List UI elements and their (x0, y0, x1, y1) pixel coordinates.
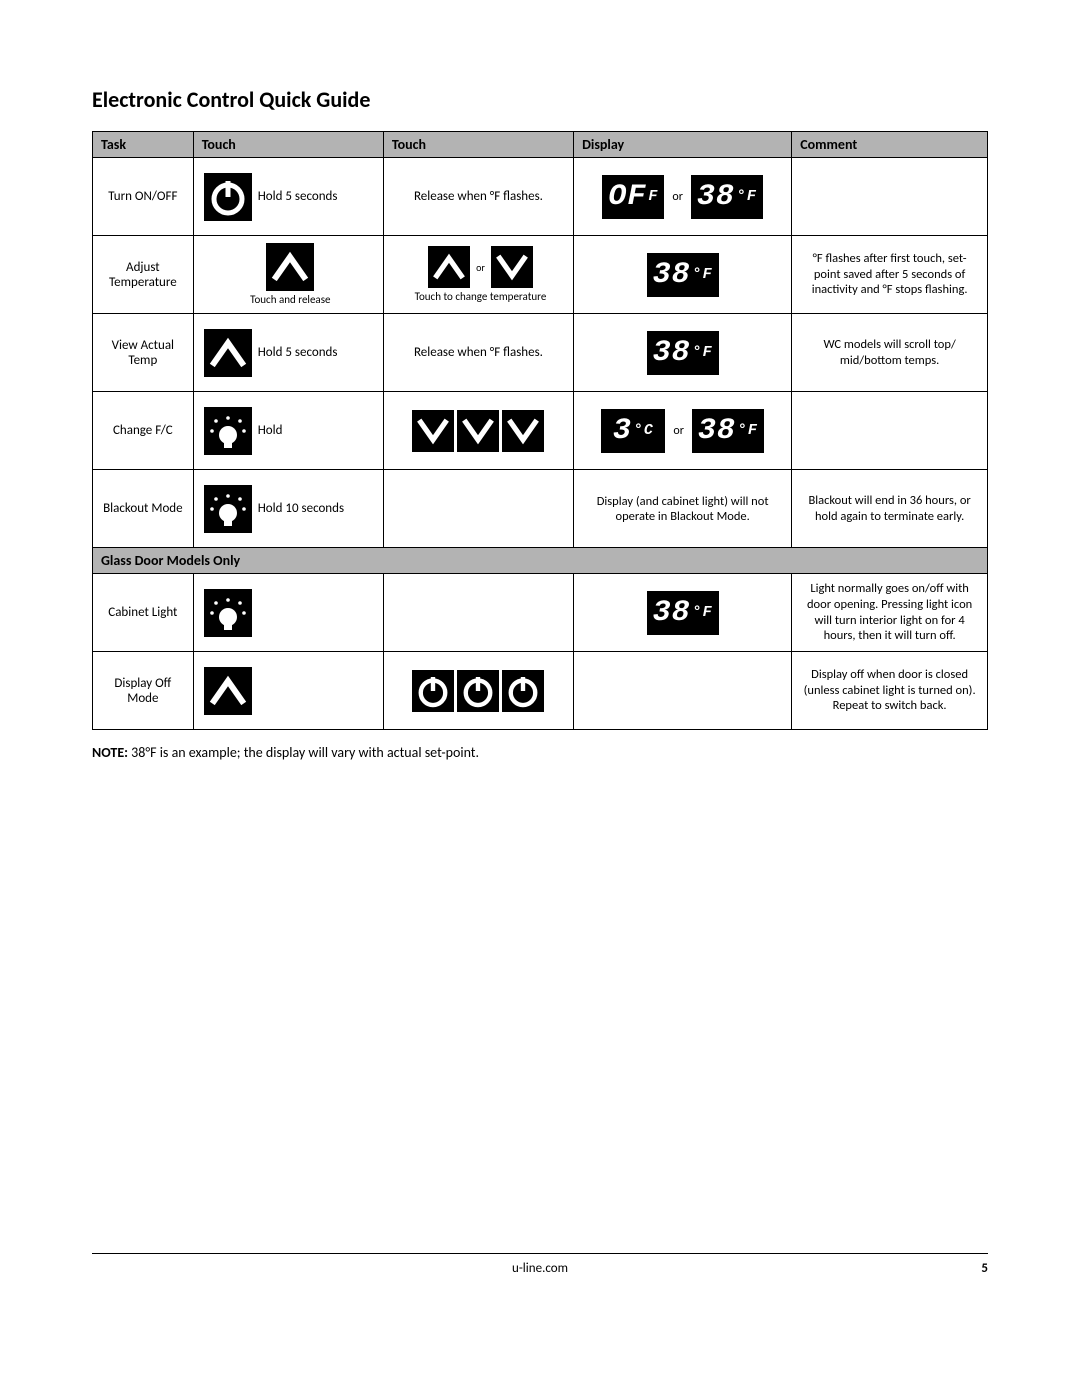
up-arrow-icon (204, 667, 252, 715)
touch2-cell (383, 652, 573, 730)
display-temp: 38°F (647, 591, 719, 635)
note-label: NOTE: (92, 744, 128, 761)
note-text: 38°F is an example; the display will var… (128, 744, 479, 761)
col-task: Task (93, 132, 194, 158)
task-cell: Adjust Temperature (93, 236, 194, 314)
touch1-cell: Hold (193, 392, 383, 470)
table-row: Adjust Temperature Touch and release or (93, 236, 988, 314)
task-cell: Change F/C (93, 392, 194, 470)
display-c: 3°C (601, 409, 665, 453)
down-arrow-icon (457, 410, 499, 452)
quick-guide-table: Task Touch Touch Display Comment Turn ON… (92, 131, 988, 730)
up-arrow-icon (204, 329, 252, 377)
task-cell: Turn ON/OFF (93, 158, 194, 236)
comment-cell: °F flashes after first touch, set-point … (792, 236, 988, 314)
comment-cell: Display off when door is closed (unless … (792, 652, 988, 730)
table-row: Change F/C Hold 3°C (93, 392, 988, 470)
table-row: Blackout Mode Hold 10 seconds Display (a… (93, 470, 988, 548)
comment-cell: Blackout will end in 36 hours, or hold a… (792, 470, 988, 548)
touch1-cell: Hold 5 seconds (193, 314, 383, 392)
display-cell: 38°F (574, 574, 792, 652)
col-touch1: Touch (193, 132, 383, 158)
down-arrow-icon (502, 410, 544, 452)
light-icon (204, 407, 252, 455)
touch2-cell: Release when °F flashes. (383, 314, 573, 392)
col-display: Display (574, 132, 792, 158)
touch2-cell: or Touch to change temperature (383, 236, 573, 314)
display-cell: Display (and cabinet light) will not ope… (574, 470, 792, 548)
power-icon (204, 173, 252, 221)
task-cell: Blackout Mode (93, 470, 194, 548)
power-icon (412, 670, 454, 712)
touch2-cell: Release when °F flashes. (383, 158, 573, 236)
comment-cell: Light normally goes on/off with door ope… (792, 574, 988, 652)
section-header-row: Glass Door Models Only (93, 548, 988, 574)
page-title: Electronic Control Quick Guide (92, 86, 988, 113)
touch1-cell: Touch and release (193, 236, 383, 314)
display-off: OFF (602, 175, 664, 219)
touch2-cell (383, 574, 573, 652)
footer-rule (92, 1253, 988, 1254)
down-arrow-icon (491, 246, 533, 288)
task-cell: Cabinet Light (93, 574, 194, 652)
display-temp: 38°F (691, 175, 763, 219)
hold-label: Hold 5 seconds (258, 189, 338, 204)
display-cell: 3°C or 38°F (574, 392, 792, 470)
up-arrow-icon (428, 246, 470, 288)
table-row: Turn ON/OFF Hold 5 seconds Release when … (93, 158, 988, 236)
display-temp: 38°F (647, 331, 719, 375)
table-row: Display Off Mode Display off when door i… (93, 652, 988, 730)
col-comment: Comment (792, 132, 988, 158)
footer-url: u-line.com (92, 1261, 988, 1276)
col-touch2: Touch (383, 132, 573, 158)
task-cell: Display Off Mode (93, 652, 194, 730)
display-cell: OFF or 38°F (574, 158, 792, 236)
touch1-cell: Hold 5 seconds (193, 158, 383, 236)
table-row: Cabinet Light 38°F Light normally goes o… (93, 574, 988, 652)
touch2-cell (383, 470, 573, 548)
table-row: View Actual Temp Hold 5 seconds Release … (93, 314, 988, 392)
comment-cell (792, 158, 988, 236)
up-arrow-icon (266, 243, 314, 291)
power-icon (457, 670, 499, 712)
light-icon (204, 589, 252, 637)
display-cell: 38°F (574, 314, 792, 392)
touch1-cell (193, 574, 383, 652)
power-icon (502, 670, 544, 712)
section-header: Glass Door Models Only (93, 548, 988, 574)
task-cell: View Actual Temp (93, 314, 194, 392)
touch1-cell: Hold 10 seconds (193, 470, 383, 548)
touch1-cell (193, 652, 383, 730)
display-cell (574, 652, 792, 730)
light-icon (204, 485, 252, 533)
display-temp: 38°F (647, 253, 719, 297)
display-f: 38°F (692, 409, 764, 453)
down-arrow-icon (412, 410, 454, 452)
page-footer: u-line.com 5 (92, 1261, 988, 1276)
touch2-cell (383, 392, 573, 470)
comment-cell (792, 392, 988, 470)
comment-cell: WC models will scroll top/ mid/bottom te… (792, 314, 988, 392)
display-cell: 38°F (574, 236, 792, 314)
note: NOTE: 38°F is an example; the display wi… (92, 744, 988, 761)
